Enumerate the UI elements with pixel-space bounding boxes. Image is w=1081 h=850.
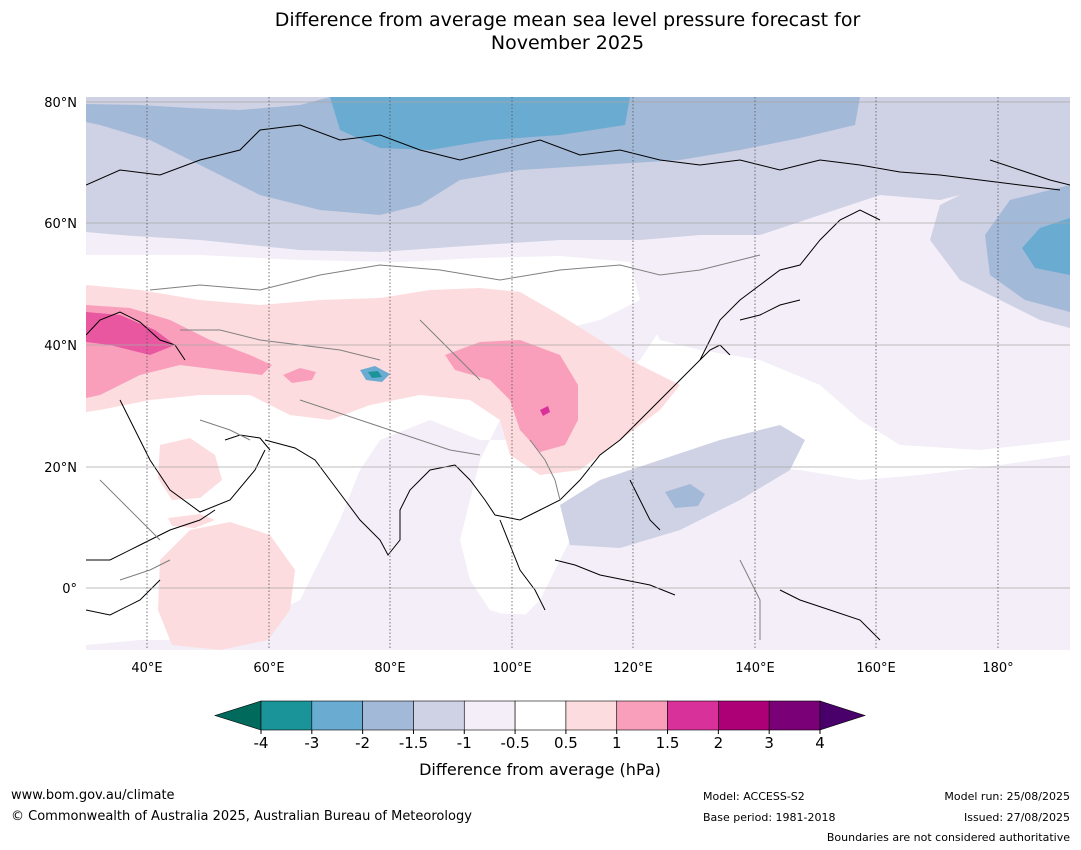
lat-label-80: 80°N (44, 96, 77, 111)
lon-label-40: 40°E (131, 661, 162, 676)
colorbar-bin (463, 700, 516, 731)
pressure-anomaly-fields (86, 97, 1070, 650)
colorbar: -4 -3 -2 -1.5 -1 -0.5 0.5 1 1.5 2 3 4 Difference fr… (214, 700, 866, 779)
colorbar-bin (616, 700, 668, 731)
anomaly-plus-1-5-china (540, 406, 550, 416)
title-line-2: November 2025 (490, 32, 645, 54)
lat-label-40: 40°N (44, 339, 77, 354)
lon-label-60: 60°E (253, 661, 284, 676)
footer-copyright: © Commonwealth of Australia 2025, Austra… (11, 809, 472, 824)
anomaly-minus-3-himalaya (368, 371, 382, 378)
lat-label-20: 20°N (44, 461, 77, 476)
anomaly-plus-1-small (283, 368, 316, 383)
lon-label-140: 140°E (735, 661, 775, 676)
colorbar-bin (514, 700, 567, 731)
colorbar-bin (260, 700, 313, 731)
lon-label-120: 120°E (613, 661, 653, 676)
anomaly-minus-0-5-south (380, 590, 1070, 650)
map-panel: 80°N 60°N 40°N 20°N 0° 40°E 60°E 80°E 10… (44, 96, 1070, 676)
colorbar-tick-label: -1 (457, 734, 472, 752)
anomaly-plus-1-china (445, 340, 578, 452)
colorbar-tick-label: 2 (714, 734, 724, 752)
colorbar-over-arrow (819, 700, 866, 731)
colorbar-tick-label: 3 (764, 734, 774, 752)
colorbar-bin (413, 700, 465, 731)
anomaly-plus-0-5-east-africa (158, 522, 295, 650)
latitude-gridlines (86, 101, 1070, 589)
footer-issued: Issued: 27/08/2025 (963, 811, 1070, 824)
anomaly-minus-2-pacific (1022, 218, 1070, 275)
colorbar-tick-label: 1.5 (656, 734, 680, 752)
colorbar-tick-label: -0.5 (500, 734, 529, 752)
colorbar-bin (768, 700, 821, 731)
colorbar-bin (362, 700, 414, 731)
footer-disclaimer: Boundaries are not considered authoritat… (826, 831, 1070, 844)
anomaly-minus-1-5-north (86, 97, 860, 215)
longitude-gridlines (146, 97, 999, 650)
colorbar-tick-label: -1.5 (399, 734, 428, 752)
colorbar-tick-label: -4 (254, 734, 269, 752)
colorbar-bin (667, 700, 719, 731)
colorbar-tick-label: 0.5 (554, 734, 578, 752)
colorbar-bins (214, 700, 866, 731)
anomaly-minus-1-5-west-pacific (665, 484, 705, 508)
lon-label-160: 160°E (856, 661, 896, 676)
coastlines (86, 124, 1070, 641)
anomaly-minus-2-north (330, 97, 630, 150)
anomaly-plus-0-5-arabia (158, 438, 222, 500)
anomaly-minus-1-north-cap (86, 97, 330, 110)
colorbar-bin (718, 700, 770, 731)
longitude-labels: 40°E 60°E 80°E 100°E 120°E 140°E 160°E 1… (131, 661, 1013, 676)
title-line-1: Difference from average mean sea level p… (274, 9, 861, 31)
anomaly-plus-1-5-caspian (86, 312, 175, 355)
latitude-labels: 80°N 60°N 40°N 20°N 0° (44, 96, 77, 597)
anomaly-minus-0-5-east-asia (640, 290, 1070, 450)
colorbar-tick-label: 4 (815, 734, 825, 752)
colorbar-bin (565, 700, 618, 731)
colorbar-tick-label: -3 (304, 734, 319, 752)
colorbar-title: Difference from average (hPa) (419, 760, 661, 779)
colorbar-bin (311, 700, 363, 731)
lon-label-180: 180° (982, 661, 1013, 676)
lat-label-60: 60°N (44, 217, 77, 232)
colorbar-tick-label: -2 (355, 734, 370, 752)
lon-label-100: 100°E (492, 661, 532, 676)
colorbar-under-arrow (214, 700, 262, 731)
lon-label-80: 80°E (374, 661, 405, 676)
colorbar-tick-label: 1 (612, 734, 622, 752)
colorbar-tick-labels: -4 -3 -2 -1.5 -1 -0.5 0.5 1 1.5 2 3 4 (254, 730, 825, 752)
footer-base-period: Base period: 1981-2018 (703, 811, 836, 824)
footer-model-run: Model run: 25/08/2025 (944, 790, 1070, 803)
chart-title: Difference from average mean sea level p… (0, 9, 1081, 55)
footer-model: Model: ACCESS-S2 (703, 790, 805, 803)
lat-label-0: 0° (62, 582, 77, 597)
footer-url: www.bom.gov.au/climate (11, 788, 175, 803)
